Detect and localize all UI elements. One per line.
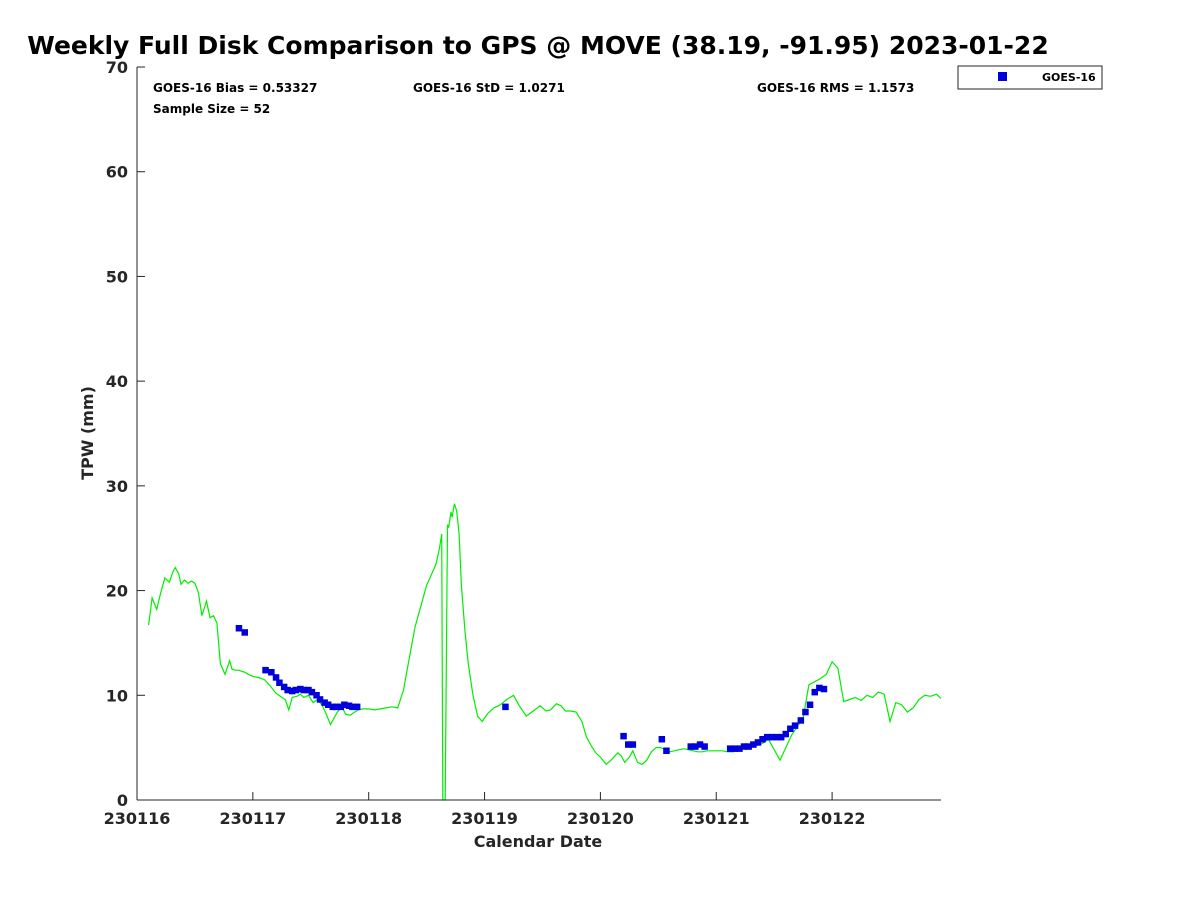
stats-annotations: GOES-16 Bias = 0.53327 GOES-16 StD = 1.0… <box>153 81 914 116</box>
y-tick-label: 60 <box>106 163 128 182</box>
goes16-point <box>349 703 356 711</box>
x-tick-label: 230117 <box>219 809 286 828</box>
goes16-point <box>235 625 243 632</box>
y-tick-label: 40 <box>106 372 128 391</box>
goes16-point <box>811 688 818 696</box>
goes16-point <box>820 685 828 693</box>
goes16-point <box>268 669 275 676</box>
y-tick-label: 0 <box>117 791 128 810</box>
goes16-point <box>276 679 283 686</box>
goes16-point <box>292 686 299 694</box>
rms-stat: GOES-16 RMS = 1.1573 <box>757 81 914 95</box>
goes16-point <box>696 741 704 748</box>
x-tick-label: 230116 <box>104 809 171 828</box>
goes16-point <box>620 732 627 740</box>
goes16-point <box>262 666 269 674</box>
goes16-point <box>764 733 771 741</box>
goes16-point <box>663 747 670 754</box>
goes16-point <box>802 708 809 716</box>
x-tick-label: 230118 <box>335 809 402 828</box>
goes16-point <box>740 743 748 750</box>
goes16-point <box>787 725 794 732</box>
goes16-point <box>345 702 353 709</box>
std-stat: GOES-16 StD = 1.0271 <box>413 81 565 95</box>
goes16-point <box>750 741 757 748</box>
goes16-point <box>692 743 699 750</box>
goes16-point <box>629 741 637 748</box>
goes16-point <box>284 686 291 694</box>
goes16-point <box>816 684 823 692</box>
goes16-point <box>791 722 799 729</box>
goes16-point <box>305 686 312 694</box>
goes16-point <box>341 701 348 708</box>
goes16-point <box>308 688 316 696</box>
goes16-point <box>726 745 734 752</box>
goes16-point <box>731 745 738 752</box>
goes16-point <box>280 683 288 691</box>
y-tick-label: 30 <box>106 477 128 496</box>
y-tick-label: 50 <box>106 267 128 286</box>
goes16-point <box>329 703 336 711</box>
goes16-point <box>324 701 332 708</box>
goes16-point <box>687 743 694 750</box>
goes16-point <box>300 686 308 694</box>
legend-box <box>957 65 1103 90</box>
goes16-point <box>768 733 776 741</box>
x-tick-label: 230121 <box>683 809 750 828</box>
plot-area <box>148 503 942 801</box>
goes16-point <box>297 685 304 693</box>
y-tick-label: 20 <box>106 582 128 601</box>
goes16-point <box>701 743 708 750</box>
goes16-point <box>337 703 345 711</box>
goes16-point <box>313 692 320 699</box>
axes: 0 10 20 30 40 50 60 70 230116 230117 230118 230119 2… <box>104 58 941 828</box>
goes16-point <box>658 736 666 743</box>
bias-stat: GOES-16 Bias = 0.53327 <box>153 81 317 95</box>
gps-tpw-line <box>148 503 942 801</box>
goes16-point <box>773 733 780 741</box>
x-tick-label: 230122 <box>799 809 866 828</box>
goes16-point <box>782 730 789 738</box>
goes16-point <box>272 674 280 681</box>
y-tick-label: 70 <box>106 58 128 77</box>
y-axis-label: TPW (mm) <box>78 386 97 480</box>
legend: GOES-16 <box>957 65 1103 90</box>
goes16-point <box>333 703 340 711</box>
goes16-point <box>759 736 766 743</box>
sample-size-stat: Sample Size = 52 <box>153 102 270 116</box>
goes16-point <box>745 743 752 750</box>
goes16-point <box>806 701 814 708</box>
goes16-point <box>241 629 248 636</box>
goes16-point <box>777 733 785 741</box>
goes16-point <box>316 696 324 703</box>
goes16-point <box>289 687 296 695</box>
goes16-point <box>797 717 805 724</box>
y-tick-label: 10 <box>106 686 128 705</box>
x-tick-label: 230119 <box>451 809 518 828</box>
goes16-point <box>736 745 743 752</box>
goes16-point <box>353 703 361 711</box>
x-tick-label: 230120 <box>567 809 634 828</box>
chart-title: Weekly Full Disk Comparison to GPS @ MOV… <box>27 31 1048 60</box>
legend-label: GOES-16 <box>1042 71 1096 84</box>
x-axis-label: Calendar Date <box>474 832 603 851</box>
goes16-point <box>321 699 328 706</box>
goes16-point <box>502 703 509 711</box>
legend-marker <box>998 72 1007 81</box>
goes16-point <box>625 741 632 748</box>
goes16-point <box>754 739 762 746</box>
